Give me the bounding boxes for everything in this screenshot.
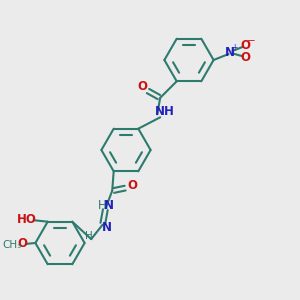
- Text: O: O: [137, 80, 147, 93]
- Text: −: −: [247, 36, 256, 46]
- Text: O: O: [240, 51, 250, 64]
- Text: CH₃: CH₃: [2, 239, 22, 250]
- Text: H: H: [85, 231, 93, 241]
- Text: N: N: [102, 220, 112, 234]
- Text: N: N: [104, 199, 114, 212]
- Text: O: O: [127, 179, 137, 192]
- Text: +: +: [231, 43, 238, 52]
- Text: N: N: [225, 46, 235, 59]
- Text: H: H: [98, 199, 106, 212]
- Text: O: O: [17, 237, 27, 250]
- Text: NH: NH: [155, 105, 175, 119]
- Text: O: O: [241, 39, 251, 52]
- Text: HO: HO: [17, 213, 37, 226]
